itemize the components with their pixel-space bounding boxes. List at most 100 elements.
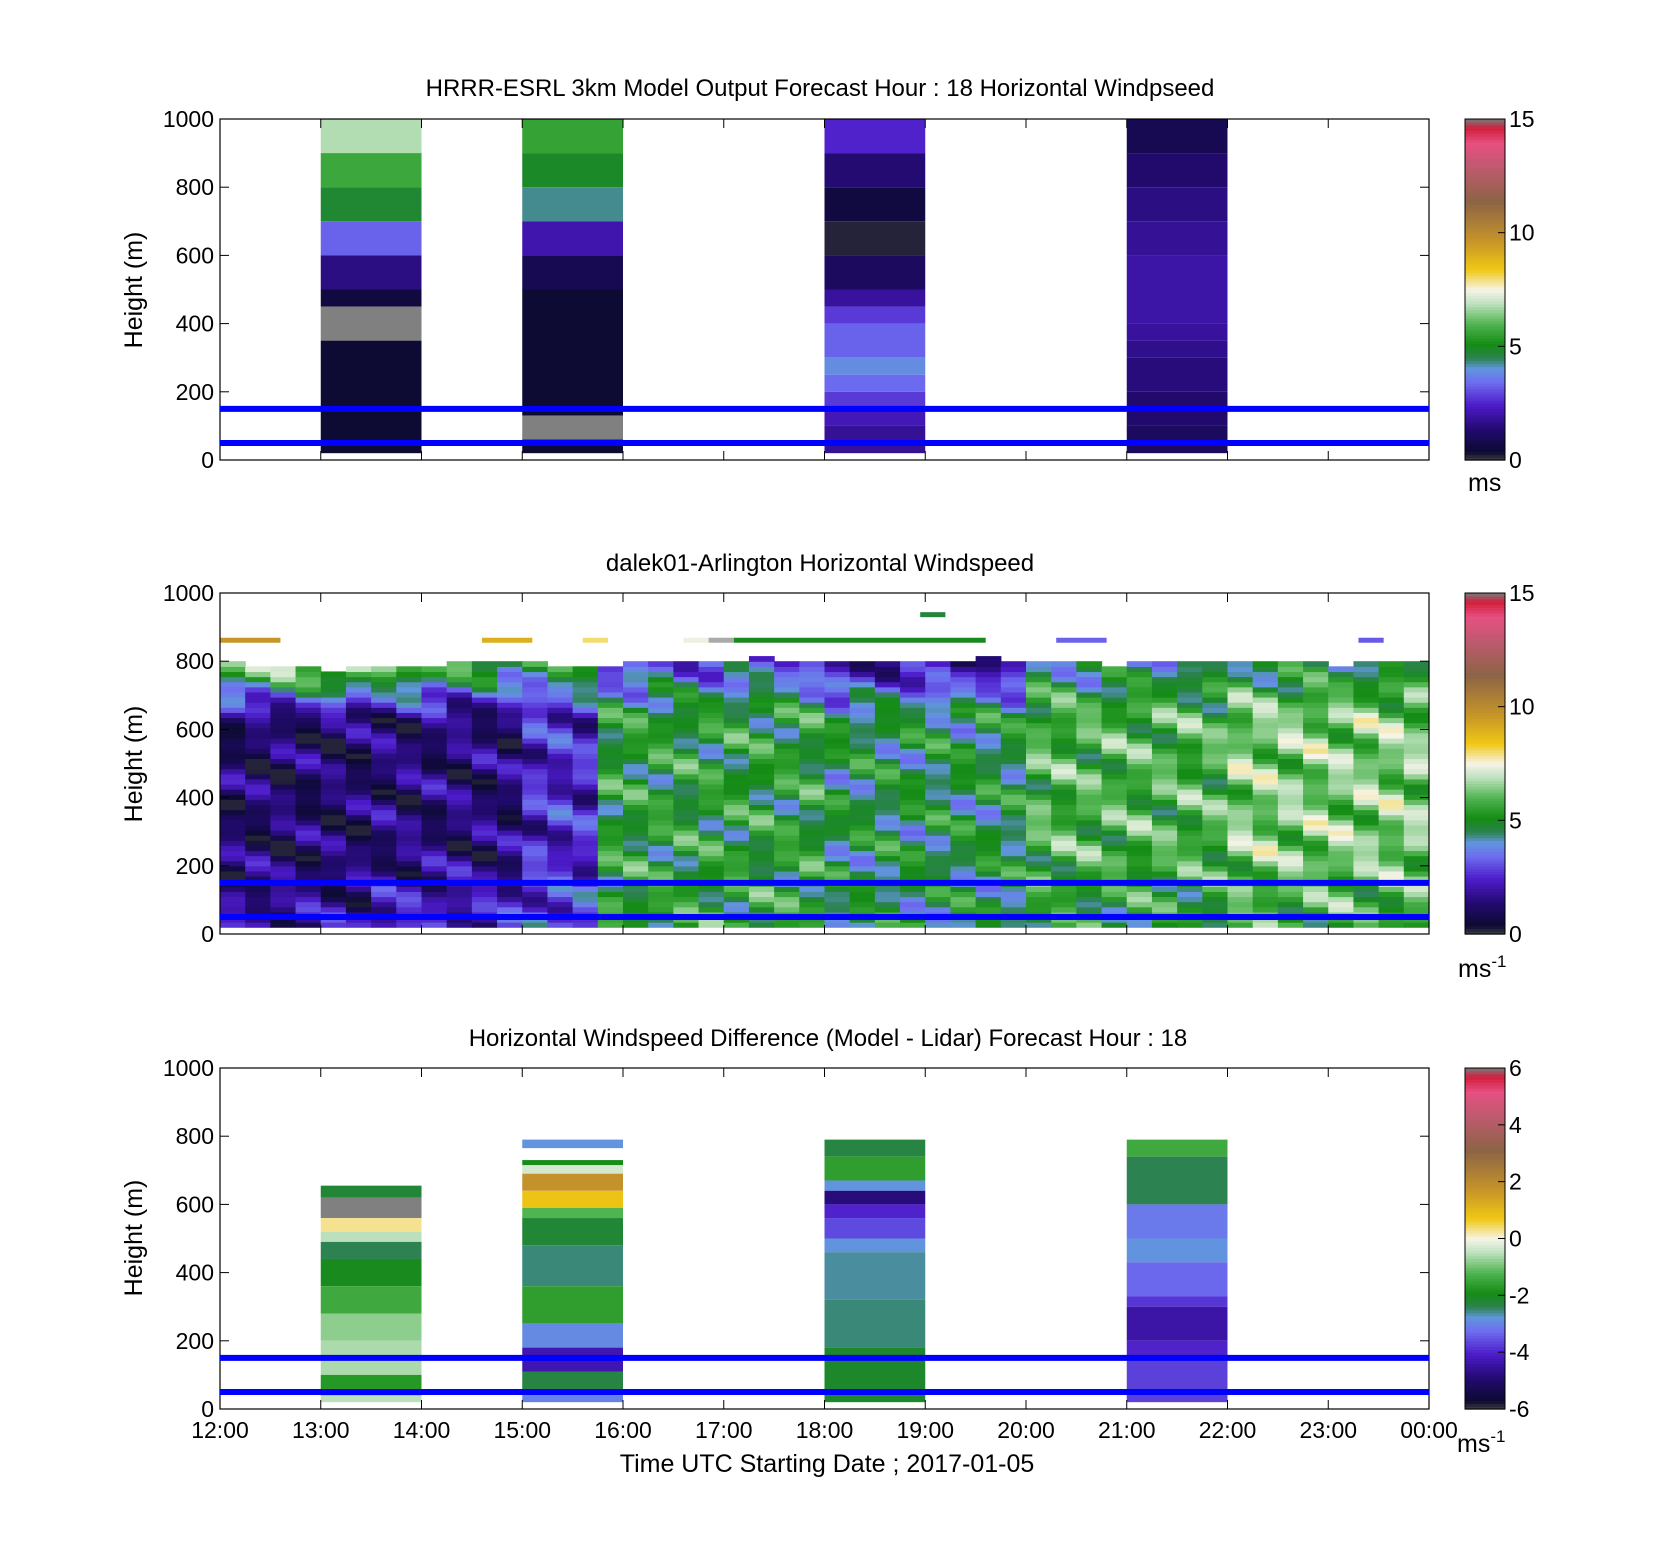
heatmap-cell [471, 840, 498, 846]
x-tick-label: 15:00 [493, 1417, 551, 1443]
heatmap-cell [1051, 906, 1077, 913]
heatmap-cell [345, 809, 372, 816]
colorbar-segment [1465, 1318, 1505, 1322]
heatmap-cell [320, 1231, 422, 1242]
heatmap-cell [1353, 681, 1380, 688]
heatmap-cell [1151, 717, 1178, 724]
heatmap-cell [320, 717, 347, 724]
heatmap-cell [723, 814, 750, 821]
heatmap-cell [723, 748, 750, 754]
heatmap-cell [1076, 778, 1103, 785]
heatmap-cell [220, 896, 246, 903]
y-tick-label: 200 [176, 853, 214, 879]
heatmap-cell [1101, 717, 1128, 724]
colorbar-segment [1465, 380, 1505, 384]
heatmap-cell [345, 804, 372, 811]
heatmap-cell [1378, 671, 1405, 678]
heatmap-cell [925, 768, 952, 775]
heatmap-cell [1353, 748, 1380, 754]
heatmap-cell [1328, 717, 1355, 724]
heatmap-cell [673, 722, 700, 729]
heatmap-cell [1051, 901, 1077, 908]
panel-difference: Horizontal Windspeed Difference (Model -… [120, 1025, 1530, 1478]
heatmap-cell [497, 789, 523, 795]
heatmap-cell [1227, 661, 1254, 667]
heatmap-cell [396, 819, 423, 826]
heatmap-cell [1076, 732, 1103, 739]
heatmap-cell [320, 1197, 422, 1219]
heatmap-cell [446, 901, 473, 908]
heatmap-cell [1101, 789, 1128, 795]
heatmap-cell [345, 717, 372, 724]
colorbar-segment [1465, 669, 1505, 674]
heatmap-cell [1227, 809, 1254, 816]
colorbar-segment [1465, 1184, 1505, 1189]
heatmap-cell [1177, 814, 1203, 821]
heatmap-cell [698, 686, 725, 693]
heatmap-cell [371, 691, 397, 698]
heatmap-cell [900, 870, 926, 877]
heatmap-cell [1277, 804, 1304, 811]
heatmap-cell [522, 702, 549, 708]
heatmap-cell [874, 717, 901, 724]
heatmap-cell [597, 855, 624, 862]
heatmap-cell [648, 732, 674, 739]
heatmap-cell [295, 671, 322, 678]
heatmap-cell [849, 845, 876, 852]
heatmap-cell [295, 809, 322, 816]
heatmap-cell [900, 886, 926, 892]
heatmap-cell [1328, 850, 1355, 857]
heatmap-cell [396, 891, 423, 898]
heatmap-cell [471, 783, 498, 790]
heatmap-cell [1101, 794, 1128, 800]
heatmap-cell [673, 840, 700, 846]
heatmap-cell [1403, 758, 1430, 765]
heatmap-cell [1403, 686, 1430, 693]
heatmap-cell [874, 671, 901, 678]
colorbar-segment [1465, 1232, 1505, 1237]
colorbar-segment [1465, 1400, 1505, 1405]
heatmap-cell [1051, 748, 1077, 754]
heatmap-cell [396, 691, 423, 698]
colorbar-segment [1465, 800, 1505, 804]
heatmap-cell [572, 783, 599, 790]
colorbar-segment [1465, 689, 1505, 694]
heatmap-cell [824, 1252, 926, 1300]
colorbar-segment [1465, 1397, 1505, 1402]
heatmap-cell [723, 727, 750, 734]
heatmap-cell [1000, 896, 1027, 903]
heatmap-cell [522, 886, 549, 892]
heatmap-cell [698, 860, 725, 867]
heatmap-cell [1000, 727, 1027, 734]
heatmap-cell [673, 686, 700, 693]
heatmap-cell [1227, 922, 1254, 928]
heatmap-cell [547, 748, 574, 754]
heatmap-cell [900, 922, 926, 928]
colorbar-segment [1465, 207, 1505, 211]
heatmap-cell [874, 763, 901, 770]
heatmap-cell [597, 789, 624, 795]
panel-model: HRRR-ESRL 3km Model Output Forecast Hour… [120, 75, 1535, 497]
heatmap-cell [1227, 702, 1254, 708]
heatmap-cell [1000, 712, 1027, 719]
heatmap-cell [522, 768, 549, 775]
colorbar-segment [1465, 791, 1505, 796]
heatmap-cell [497, 753, 523, 759]
heatmap-cell [874, 799, 901, 806]
colorbar-segment [1465, 1190, 1505, 1194]
heatmap-cell [748, 886, 775, 892]
colorbar-tick-label: 4 [1509, 1112, 1522, 1138]
heatmap-cell [774, 727, 800, 734]
heatmap-cell [522, 743, 549, 749]
heatmap-cell [295, 840, 322, 846]
heatmap-cell [874, 773, 901, 780]
heatmap-cell [799, 676, 826, 683]
heatmap-cell [1151, 773, 1178, 780]
heatmap-cell [371, 891, 397, 898]
heatmap-cell [320, 153, 422, 188]
heatmap-cell [673, 809, 700, 816]
heatmap-cell [345, 819, 372, 826]
heatmap-cell [1202, 829, 1229, 836]
colorbar-segment [1465, 292, 1505, 296]
heatmap-cell [522, 824, 549, 831]
